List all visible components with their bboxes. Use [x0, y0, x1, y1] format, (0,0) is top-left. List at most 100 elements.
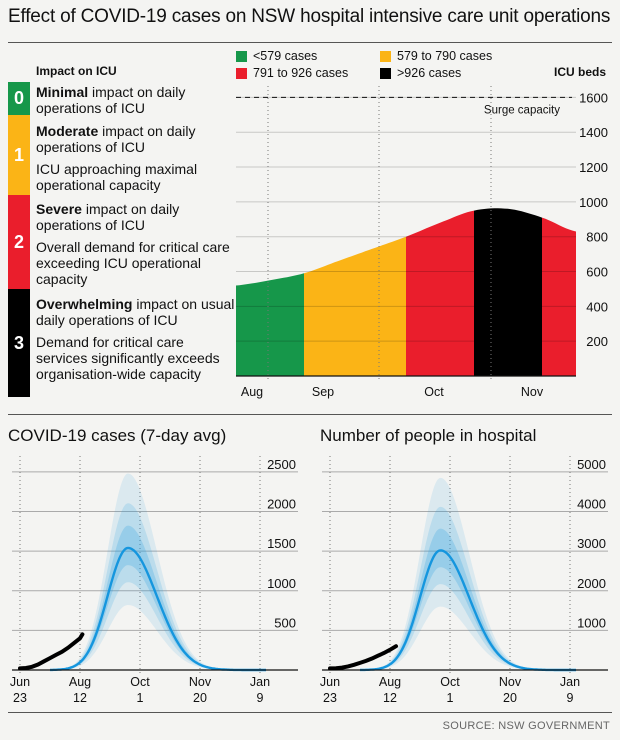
icu-band-2 — [406, 210, 474, 376]
icu-band-3 — [474, 208, 542, 376]
ytick-label: 4000 — [577, 497, 606, 512]
level-number: 1 — [13, 144, 24, 165]
icu-band-4 — [542, 217, 576, 376]
xtick-label-month: Jun — [320, 675, 340, 689]
ytick-label: 3000 — [577, 536, 606, 551]
xtick-label-month: Oct — [440, 675, 460, 689]
level-2-name: Severe — [36, 201, 82, 217]
level-number: 0 — [13, 88, 24, 108]
actual-line — [18, 632, 85, 671]
icu-ytick-label: 400 — [586, 299, 608, 314]
legend-swatch — [236, 67, 247, 79]
legend-swatch — [236, 50, 247, 62]
level-number: 3 — [13, 332, 24, 353]
level-1-badge: 1 — [8, 115, 30, 195]
xtick-label-day: 12 — [383, 691, 397, 705]
xtick-label-day: 1 — [447, 691, 454, 705]
icu-chart: 200 400 600 800 1000 1200 1400 1600 Surge capaci… — [236, 65, 608, 399]
level-3-text: Overwhelming impact on usual daily opera… — [36, 296, 236, 328]
xtick-label-day: 9 — [567, 691, 574, 705]
icu-ytick-label: 1000 — [579, 195, 608, 210]
xtick-label-month: Oct — [130, 675, 150, 689]
projection-band-2 — [360, 528, 576, 670]
cases-chart-title: COVID-19 cases (7-day avg) — [8, 426, 227, 445]
xtick-label-month: Nov — [499, 675, 522, 689]
level-0-text: Minimal impact on daily operations of IC… — [36, 84, 236, 116]
xtick-label-month: Aug — [69, 675, 91, 689]
source-credit: SOURCE: NSW GOVERNMENT — [442, 720, 610, 732]
icu-xtick-label: Oct — [424, 385, 444, 399]
legend-label: 791 to 926 cases — [253, 66, 349, 80]
icu-axis-label: ICU beds — [554, 65, 606, 79]
footer-divider — [8, 712, 612, 713]
legend-item-green: <579 cases — [236, 49, 317, 63]
level-2-note: Overall demand for critical care exceedi… — [36, 239, 230, 287]
icu-band-0 — [236, 273, 304, 376]
xtick-label-month: Nov — [189, 675, 212, 689]
hospital-chart: 1000 2000 3000 4000 5000 Jun 23 Aug 12 Oct 1 Nov 20 J… — [320, 456, 608, 705]
impact-heading: Impact on ICU — [36, 64, 117, 78]
title-divider — [8, 42, 612, 43]
icu-xtick-label: Sep — [312, 385, 334, 399]
level-1-text: Moderate impact on daily operations of I… — [36, 123, 236, 155]
level-2-text: Severe impact on daily operations of ICU — [36, 201, 236, 233]
level-0-desc: impact on daily operations of ICU — [36, 84, 186, 116]
level-0-badge: 0 — [8, 82, 30, 115]
xtick-label-month: Aug — [379, 675, 401, 689]
section-divider — [8, 414, 612, 415]
ytick-label: 5000 — [577, 457, 606, 472]
icu-xtick-label: Aug — [241, 385, 263, 399]
level-3-desc: impact on usual daily operations of ICU — [36, 296, 235, 328]
legend-swatch — [380, 50, 391, 62]
xtick-label-day: 9 — [257, 691, 264, 705]
xtick-label-day: 23 — [13, 691, 27, 705]
surge-capacity-label: Surge capacity — [484, 104, 560, 116]
level-3-name: Overwhelming — [36, 296, 133, 312]
xtick-label-day: 20 — [193, 691, 207, 705]
xtick-label-day: 23 — [323, 691, 337, 705]
ytick-label: 500 — [274, 615, 296, 630]
xtick-label-day: 1 — [137, 691, 144, 705]
level-number: 2 — [13, 231, 24, 252]
level-0-name: Minimal — [36, 84, 89, 100]
legend-item-amber: 579 to 790 cases — [380, 49, 492, 63]
hospital-chart-title: Number of people in hospital — [320, 426, 537, 445]
legend-label: 579 to 790 cases — [397, 49, 493, 63]
level-3-note: Demand for critical care services signif… — [36, 334, 220, 382]
projection-band-0 — [50, 473, 266, 670]
xtick-label-month: Jan — [560, 675, 580, 689]
ytick-label: 2000 — [577, 576, 606, 591]
level-2-desc: impact on daily operations of ICU — [36, 201, 180, 233]
legend-swatch — [380, 67, 391, 79]
legend-label: <579 cases — [253, 49, 318, 63]
icu-ytick-label: 1600 — [579, 90, 608, 105]
legend-label: >926 cases — [397, 66, 462, 80]
legend-item-black: >926 cases — [380, 66, 461, 80]
level-1-note: ICU approaching maximal operational capa… — [36, 161, 198, 193]
ytick-label: 1500 — [267, 536, 296, 551]
cases-chart: 500 1000 1500 2000 2500 Jun 23 Aug 12 Oct 1 Nov 20 Ja… — [10, 456, 298, 705]
ytick-label: 1000 — [267, 576, 296, 591]
icu-ytick-label: 200 — [586, 334, 608, 349]
actual-line — [328, 644, 398, 671]
xtick-label-day: 20 — [503, 691, 517, 705]
icu-ytick-label: 1200 — [579, 160, 608, 175]
level-1-name: Moderate — [36, 123, 99, 139]
xtick-label-day: 12 — [73, 691, 87, 705]
icu-xtick-label: Nov — [521, 385, 544, 399]
level-1-desc: impact on daily operations of ICU — [36, 123, 196, 155]
level-3-badge: 3 — [8, 289, 30, 397]
projection-band-1 — [50, 503, 266, 670]
xtick-label-month: Jun — [10, 675, 30, 689]
page-title: Effect of COVID-19 cases on NSW hospital… — [8, 6, 611, 27]
icu-band-1 — [304, 236, 406, 376]
ytick-label: 2000 — [267, 497, 296, 512]
projection-band-1 — [360, 506, 576, 670]
xtick-label-month: Jan — [250, 675, 270, 689]
icu-ytick-label: 800 — [586, 230, 608, 245]
icu-ytick-label: 1400 — [579, 125, 608, 140]
ytick-label: 2500 — [267, 457, 296, 472]
icu-ytick-label: 600 — [586, 265, 608, 280]
ytick-label: 1000 — [577, 615, 606, 630]
level-2-badge: 2 — [8, 195, 30, 289]
